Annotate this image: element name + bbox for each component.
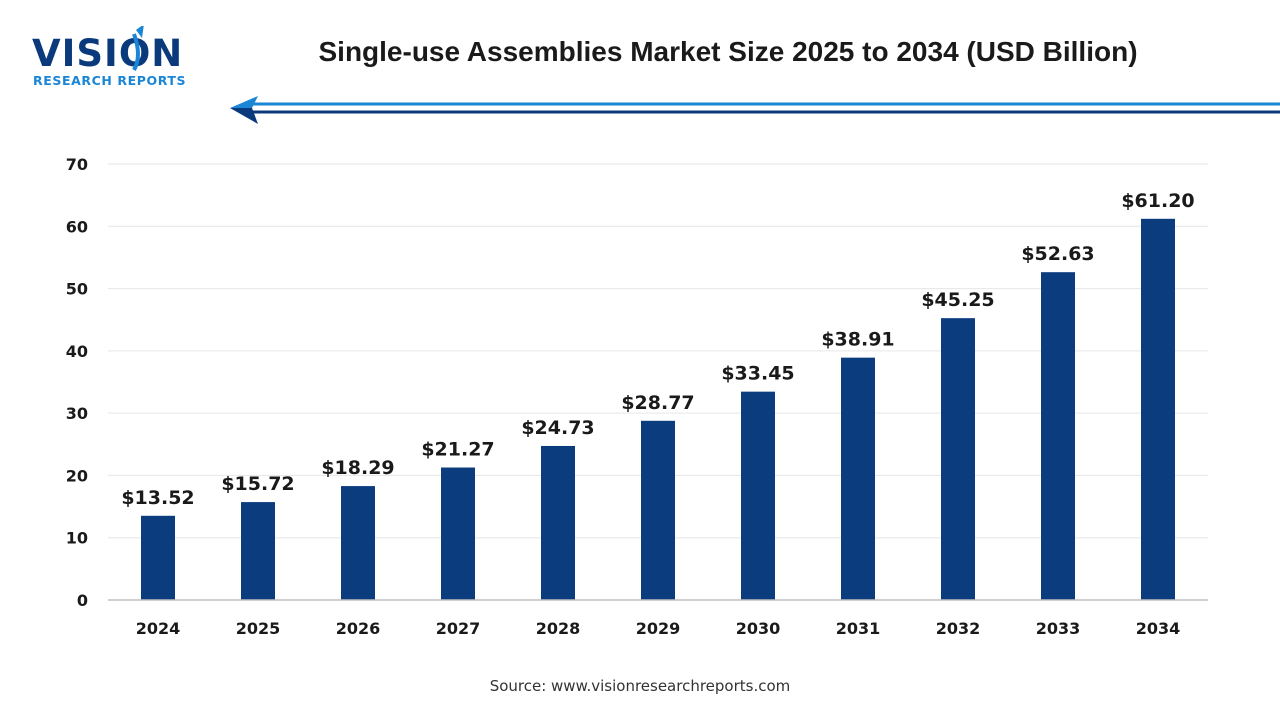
bar: [141, 515, 175, 600]
bar: [741, 391, 775, 600]
brand-logo: VISION RESEARCH REPORTS: [30, 26, 190, 96]
bar: [541, 445, 575, 600]
data-label: $33.45: [721, 363, 794, 385]
bar: [841, 357, 875, 600]
y-tick-label: 70: [66, 155, 88, 174]
logo-wordmark: VISION: [32, 32, 184, 75]
logo-arrow-icon: [132, 26, 144, 71]
y-tick-label: 60: [66, 217, 88, 236]
bar: [341, 486, 375, 600]
x-tick-label: 2028: [536, 619, 581, 638]
x-tick-label: 2026: [336, 619, 381, 638]
x-tick-label: 2027: [436, 619, 481, 638]
source-note: Source: www.visionresearchreports.com: [489, 677, 791, 695]
data-label: $15.72: [221, 473, 294, 495]
x-tick-label: 2031: [836, 619, 881, 638]
data-label: $28.77: [621, 392, 694, 414]
bar: [941, 318, 975, 600]
data-label: $18.29: [321, 457, 394, 479]
bar: [1141, 218, 1175, 600]
data-label: $52.63: [1021, 243, 1094, 265]
x-tick-label: 2024: [136, 619, 181, 638]
data-label: $61.20: [1121, 190, 1194, 212]
data-label: $45.25: [921, 289, 994, 311]
logo-subtitle: RESEARCH REPORTS: [33, 73, 187, 88]
y-tick-label: 10: [66, 529, 88, 548]
y-tick-label: 0: [77, 591, 88, 610]
header-divider: [230, 96, 1280, 124]
x-tick-label: 2034: [1136, 619, 1181, 638]
y-tick-label: 30: [66, 404, 88, 423]
x-tick-label: 2032: [936, 619, 981, 638]
data-label: $38.91: [821, 329, 894, 351]
y-axis: 0 10 20 30 40 50 60 70: [66, 155, 88, 610]
x-tick-label: 2033: [1036, 619, 1081, 638]
bars: $13.52 $15.72 $18.29 $21.27 $24.73 $28.77 $33.…: [121, 190, 1195, 600]
bar: [1041, 272, 1075, 600]
x-tick-label: 2030: [736, 619, 781, 638]
y-tick-label: 20: [66, 466, 88, 485]
data-label: $24.73: [521, 417, 594, 439]
data-label: $21.27: [421, 439, 494, 461]
y-tick-label: 40: [66, 342, 88, 361]
divider-arrow-icon: [230, 96, 258, 108]
x-tick-label: 2025: [236, 619, 281, 638]
bar: [441, 467, 475, 600]
x-axis: 2024 2025 2026 2027 2028 2029 2030 2031 2032 2033…: [108, 599, 1208, 638]
bar: [641, 420, 675, 600]
y-tick-label: 50: [66, 280, 88, 299]
x-tick-label: 2029: [636, 619, 681, 638]
chart-title: Single-use Assemblies Market Size 2025 t…: [318, 36, 1138, 67]
bar: [241, 502, 275, 600]
data-label: $13.52: [121, 487, 194, 509]
